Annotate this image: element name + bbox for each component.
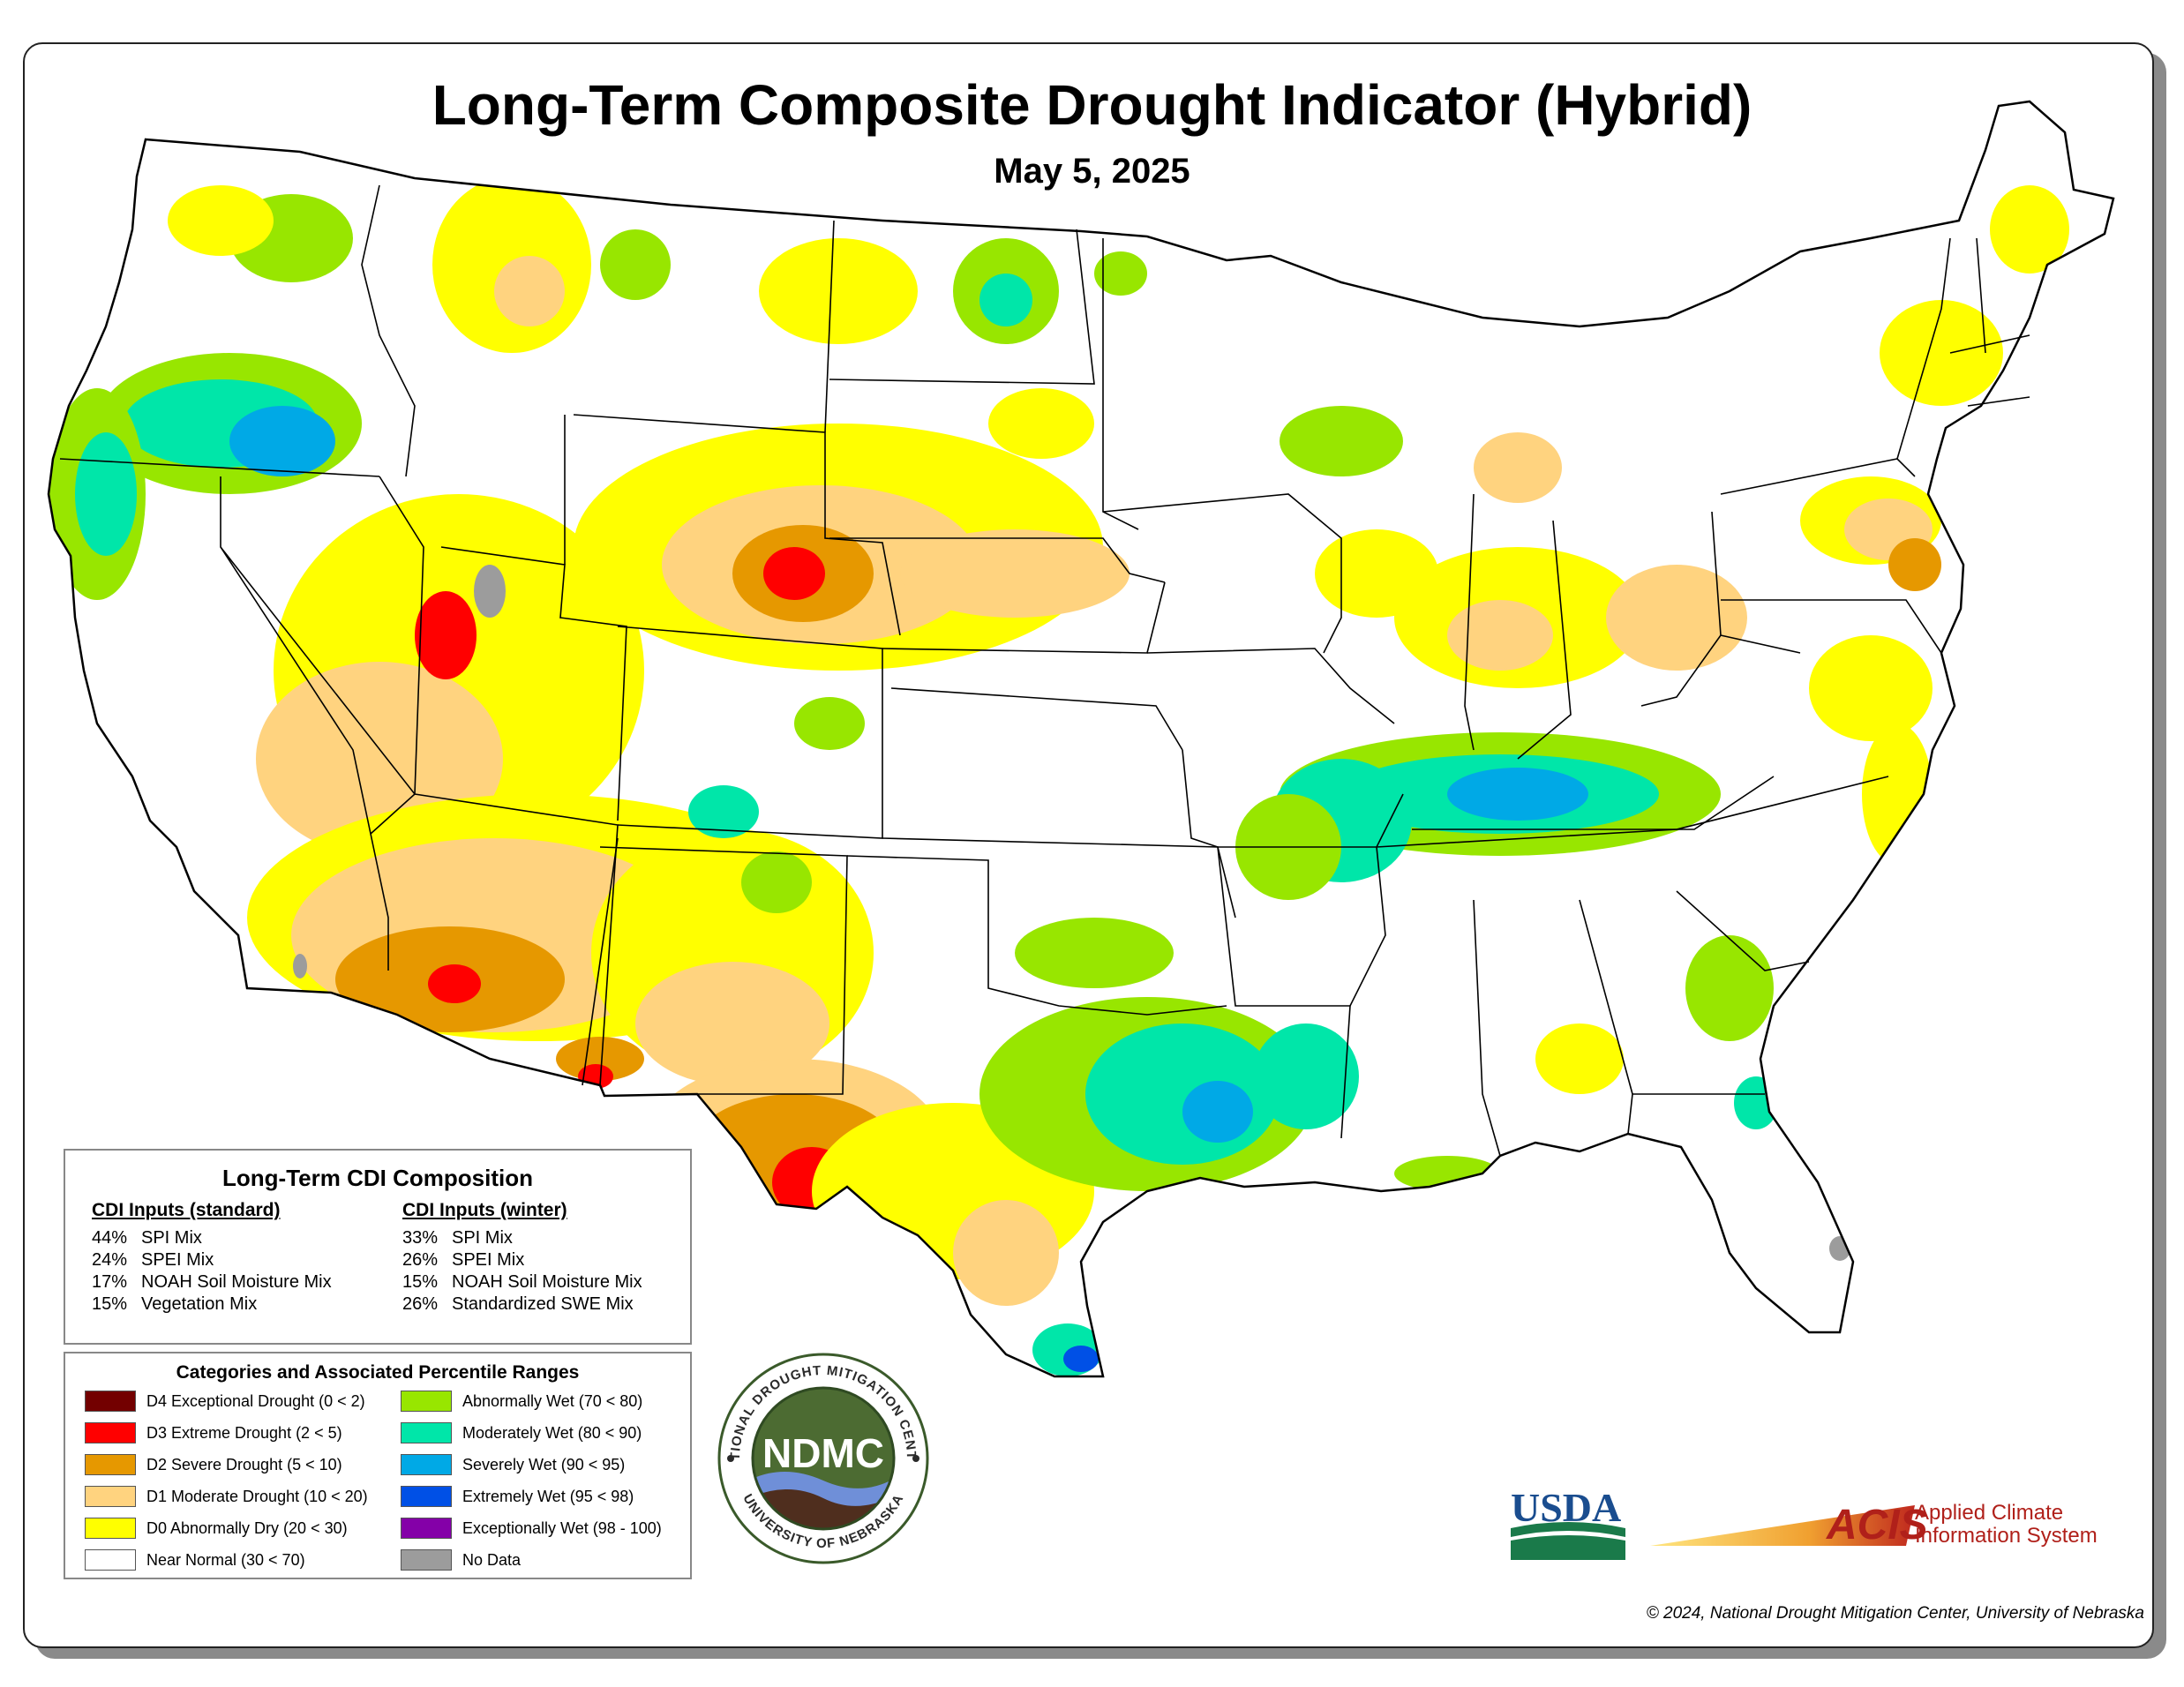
us-outline xyxy=(47,100,2115,1378)
legend-item-d1: D1 Moderate Drought (10 < 20) xyxy=(85,1483,368,1510)
acis-logo: ACIS Applied Climate Information System xyxy=(1650,1501,2098,1548)
standard-input-row: 15% Vegetation Mix xyxy=(92,1294,258,1314)
legend-item-w2: Moderately Wet (80 < 90) xyxy=(401,1420,642,1446)
acis-line2: Information System xyxy=(1915,1524,2098,1548)
legend-swatch xyxy=(85,1422,136,1443)
legend-swatch xyxy=(401,1391,452,1412)
cdi-composition-box: Long-Term CDI Composition CDI Inputs (st… xyxy=(64,1149,692,1345)
standard-inputs-heading: CDI Inputs (standard) xyxy=(92,1200,281,1220)
category-legend: Categories and Associated Percentile Ran… xyxy=(64,1352,692,1579)
legend-item-d3: D3 Extreme Drought (2 < 5) xyxy=(85,1420,342,1446)
standard-input-row: 44% SPI Mix xyxy=(92,1228,202,1248)
legend-item-d2: D2 Severe Drought (5 < 10) xyxy=(85,1451,342,1478)
legend-item-w3: Severely Wet (90 < 95) xyxy=(401,1451,625,1478)
legend-item-d0: D0 Abnormally Dry (20 < 30) xyxy=(85,1515,348,1541)
legend-title: Categories and Associated Percentile Ran… xyxy=(176,1362,580,1383)
legend-item-w4: Extremely Wet (95 < 98) xyxy=(401,1483,634,1510)
ndmc-center-text: NDMC xyxy=(762,1430,884,1476)
legend-swatch xyxy=(401,1454,452,1475)
winter-input-row: 33% SPI Mix xyxy=(402,1228,513,1248)
winter-input-row: 26% Standardized SWE Mix xyxy=(402,1294,634,1314)
acis-line1: Applied Climate xyxy=(1915,1501,2063,1525)
legend-item-w1: Abnormally Wet (70 < 80) xyxy=(401,1388,642,1414)
legend-swatch xyxy=(401,1422,452,1443)
legend-swatch xyxy=(401,1518,452,1539)
legend-swatch xyxy=(401,1486,452,1507)
legend-swatch xyxy=(85,1454,136,1475)
state-boundaries xyxy=(59,184,2030,1157)
standard-input-row: 17% NOAH Soil Moisture Mix xyxy=(92,1272,332,1292)
legend-swatch xyxy=(85,1486,136,1507)
copyright-notice: © 2024, National Drought Mitigation Cent… xyxy=(1646,1604,2144,1623)
map-date: May 5, 2025 xyxy=(994,152,1190,191)
acis-text: ACIS xyxy=(1826,1502,1928,1548)
legend-item-w5: Exceptionally Wet (98 - 100) xyxy=(401,1515,662,1541)
legend-item-d4: D4 Exceptional Drought (0 < 2) xyxy=(85,1388,365,1414)
usda-logo: USDA xyxy=(1511,1485,1625,1560)
composition-title: Long-Term CDI Composition xyxy=(222,1165,533,1191)
legend-item-normal: Near Normal (30 < 70) xyxy=(85,1547,305,1573)
ndmc-logo: NDMC NATIONAL DROUGHT MITIGATION CENTER … xyxy=(713,1348,929,1564)
standard-input-row: 24% SPEI Mix xyxy=(92,1250,214,1270)
legend-swatch xyxy=(401,1549,452,1571)
winter-input-row: 15% NOAH Soil Moisture Mix xyxy=(402,1272,642,1292)
winter-input-row: 26% SPEI Mix xyxy=(402,1250,525,1270)
legend-item-nodata: No Data xyxy=(401,1547,521,1573)
legend-swatch xyxy=(85,1549,136,1571)
legend-swatch xyxy=(85,1518,136,1539)
winter-inputs-heading: CDI Inputs (winter) xyxy=(402,1200,567,1220)
map-title: Long-Term Composite Drought Indicator (H… xyxy=(432,73,1752,137)
legend-swatch xyxy=(85,1391,136,1412)
